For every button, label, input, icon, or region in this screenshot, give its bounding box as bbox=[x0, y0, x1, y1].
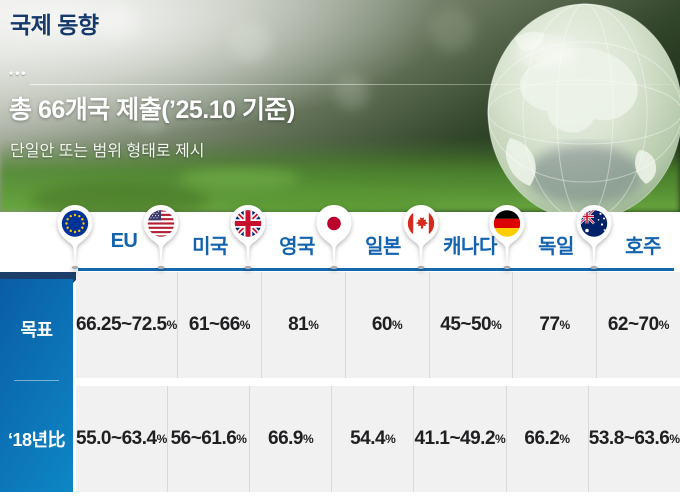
country-header-australia: 호주 bbox=[576, 204, 680, 270]
percent-unit: % bbox=[495, 432, 506, 446]
value: 45~50 bbox=[440, 314, 492, 335]
country-header-usa: 미국 bbox=[143, 204, 247, 270]
percent-unit: % bbox=[303, 432, 314, 446]
cell-target-uk: 81% bbox=[262, 272, 346, 378]
table-row-vs2018: 55.0~63.4% 56~61.6% 66.9% 54.4% 41.1~49.… bbox=[76, 386, 680, 492]
cell-vs2018-eu: 55.0~63.4% bbox=[76, 386, 169, 492]
value: 55.0~63.4 bbox=[76, 428, 157, 449]
cell-target-australia: 62~70% bbox=[597, 272, 680, 378]
percent-unit: % bbox=[491, 318, 502, 332]
value: 53.8~63.6 bbox=[588, 428, 670, 449]
country-label: 독일 bbox=[538, 236, 574, 258]
country-header-canada: 캐나다 bbox=[403, 204, 507, 270]
percent-unit: % bbox=[669, 432, 680, 446]
value: 66.2 bbox=[524, 428, 560, 449]
country-label: 일본 bbox=[365, 236, 401, 258]
value: 61~66 bbox=[188, 314, 240, 335]
cell-target-usa: 61~66% bbox=[178, 272, 263, 378]
cell-vs2018-canada: 41.1~49.2% bbox=[414, 386, 507, 492]
glass-globe-icon bbox=[487, 3, 680, 212]
accent-underline bbox=[78, 268, 674, 271]
cell-vs2018-uk: 66.9% bbox=[250, 386, 333, 492]
value: 56~61.6 bbox=[170, 428, 237, 449]
ellipsis-dots-icon: ••• bbox=[9, 66, 28, 80]
japan-flag-pin-icon bbox=[316, 205, 352, 270]
country-label: 캐나다 bbox=[443, 236, 497, 258]
divider-line bbox=[30, 84, 675, 85]
value: 77 bbox=[539, 314, 560, 335]
cell-vs2018-japan: 54.4% bbox=[332, 386, 415, 492]
country-label: 호주 bbox=[625, 236, 661, 258]
australia-flag-pin-icon bbox=[576, 205, 612, 270]
percent-unit: % bbox=[239, 318, 251, 332]
percent-unit: % bbox=[166, 318, 178, 332]
cell-vs2018-germany: 66.2% bbox=[506, 386, 589, 492]
row-label-target: 목표 bbox=[20, 320, 53, 340]
canada-flag-pin-icon bbox=[403, 205, 439, 270]
value: 66.9 bbox=[268, 428, 303, 449]
country-header-eu: EU bbox=[57, 204, 161, 270]
section-title: 국제 동향 bbox=[10, 12, 99, 38]
percent-unit: % bbox=[391, 318, 403, 332]
country-label: EU bbox=[110, 230, 138, 252]
country-label: 미국 bbox=[192, 236, 228, 258]
hero-subheading: 단일안 또는 범위 형태로 제시 bbox=[10, 143, 205, 160]
country-header-germany: 독일 bbox=[489, 204, 593, 270]
cell-target-canada: 45~50% bbox=[429, 272, 514, 378]
percent-unit: % bbox=[308, 318, 319, 332]
hero-heading: 총 66개국 제출(’25.10 기준) bbox=[9, 96, 295, 124]
value: 54.4 bbox=[350, 428, 386, 449]
value: 60 bbox=[371, 314, 393, 335]
cell-target-germany: 77% bbox=[513, 272, 598, 378]
glass-globe-background-image bbox=[0, 0, 680, 212]
value: 41.1~49.2 bbox=[414, 428, 496, 449]
value: 81 bbox=[288, 314, 309, 335]
cell-vs2018-usa: 56~61.6% bbox=[168, 386, 251, 492]
eu-flag-pin-icon bbox=[57, 205, 93, 270]
row-label-column bbox=[0, 272, 73, 492]
percent-unit: % bbox=[559, 432, 571, 446]
row-label-vs2018: ‘18년比 bbox=[7, 430, 66, 450]
germany-flag-pin-icon bbox=[489, 205, 525, 270]
table-row-target: 66.25~72.5% 61~66% 81% 60% 45~50% 77% 62… bbox=[76, 272, 680, 378]
value: 66.25~72.5 bbox=[76, 314, 167, 335]
uk-flag-pin-icon bbox=[230, 205, 266, 270]
country-header-uk: 영국 bbox=[230, 204, 334, 270]
cell-vs2018-australia: 53.8~63.6% bbox=[588, 386, 680, 492]
usa-flag-pin-icon bbox=[143, 205, 179, 270]
country-label: 영국 bbox=[279, 236, 315, 258]
cell-target-japan: 60% bbox=[345, 272, 430, 378]
percent-unit: % bbox=[385, 432, 396, 446]
percent-unit: % bbox=[658, 318, 670, 332]
percent-unit: % bbox=[236, 432, 247, 446]
country-header-japan: 일본 bbox=[316, 204, 420, 270]
value: 62~70 bbox=[607, 314, 659, 335]
row-label-separator bbox=[14, 380, 59, 381]
percent-unit: % bbox=[559, 318, 571, 332]
cell-target-eu: 66.25~72.5% bbox=[76, 272, 179, 378]
percent-unit: % bbox=[156, 432, 168, 446]
